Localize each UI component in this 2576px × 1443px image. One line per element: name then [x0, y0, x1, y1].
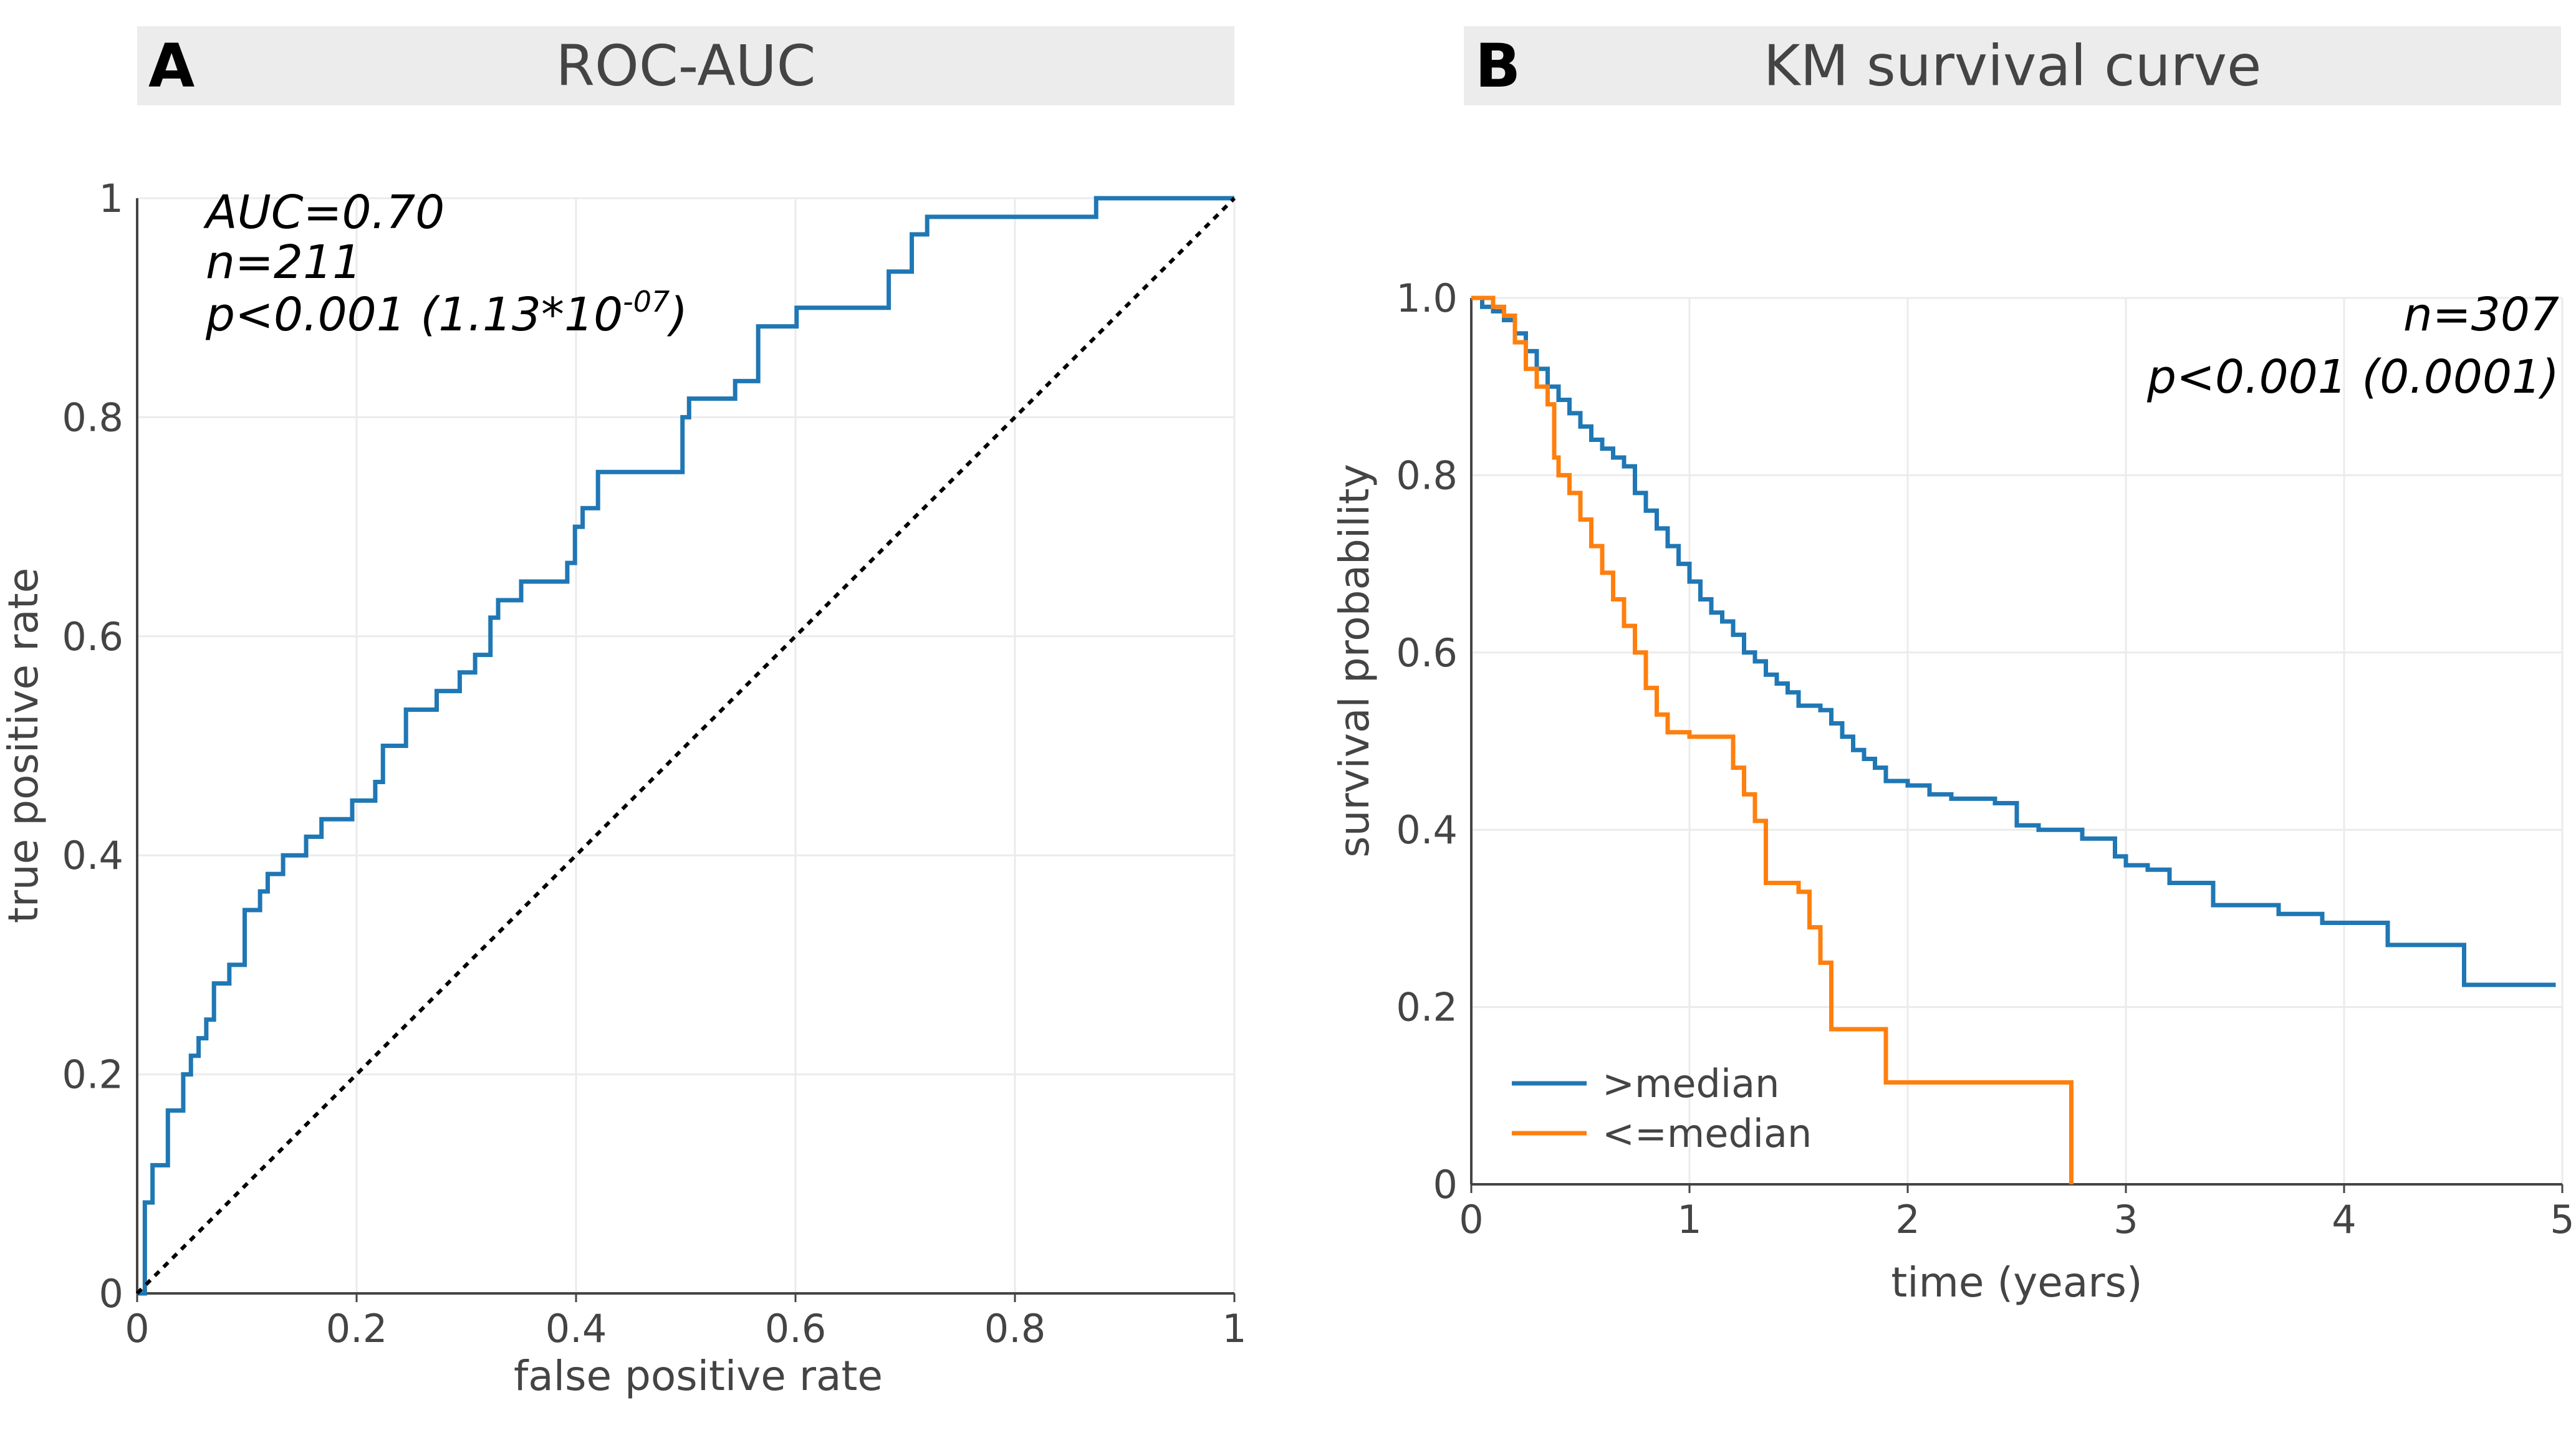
- roc-x-tick-label: 1: [1222, 1306, 1246, 1351]
- km-legend-label-below-median: <=median: [1602, 1111, 1812, 1156]
- km-y-tick-label: 0.4: [1396, 807, 1458, 853]
- km-annotation-n: n=307: [2403, 288, 2559, 342]
- roc-axes: [136, 198, 1234, 1295]
- km-y-tick-label: 0.2: [1396, 985, 1458, 1030]
- panel-b-letter: B: [1475, 31, 1521, 101]
- km-x-tick-label: 2: [1895, 1197, 1920, 1242]
- roc-x-tick-label: 0.2: [326, 1306, 388, 1351]
- roc-series: [135, 196, 1236, 1296]
- roc-annotation-auc: AUC=0.70: [203, 186, 445, 239]
- roc-ticks: 0 0.2 0.4 0.6 0.8 1 0 0.2 0.4 0.6 0.8 1: [62, 176, 1246, 1351]
- km-ticks: 0 1 2 3 4 5 0 0.2 0.4 0.6 0.8 1.0: [1396, 276, 2574, 1242]
- km-series-line-0: [1471, 295, 2556, 987]
- roc-y-tick-label: 0.8: [62, 395, 123, 440]
- km-x-tick-label: 4: [2332, 1197, 2356, 1242]
- panel-a-letter: A: [148, 31, 195, 101]
- km-x-tick-label: 1: [1677, 1197, 1701, 1242]
- roc-x-axis-title: false positive rate: [514, 1352, 883, 1400]
- roc-annotation-p-exponent: -07: [623, 285, 670, 319]
- roc-y-tick-label: 0.4: [62, 833, 123, 878]
- km-legend-label-above-median: >median: [1602, 1061, 1779, 1106]
- roc-series-line-1: [135, 196, 1236, 1295]
- panel-b-header: B KM survival curve: [1464, 26, 2561, 105]
- km-grid: [1471, 297, 2564, 1184]
- km-series-line-1: [1471, 295, 2074, 1184]
- roc-annotation-n: n=211: [206, 236, 362, 289]
- panel-a-header: A ROC-AUC: [137, 26, 1234, 105]
- roc-annotation-p: p<0.001 (1.13*10-07): [205, 285, 688, 342]
- roc-x-tick-label: 0: [125, 1306, 149, 1351]
- km-x-tick-label: 5: [2550, 1197, 2574, 1242]
- km-legend: >median <=median: [1512, 1061, 1812, 1156]
- roc-y-tick-label: 0.2: [62, 1052, 123, 1098]
- roc-y-tick-label: 0.6: [62, 614, 123, 659]
- panel-b-title: KM survival curve: [1763, 33, 2262, 98]
- km-x-axis-title: time (years): [1891, 1258, 2142, 1306]
- roc-y-axis-title: true positive rate: [0, 568, 47, 923]
- km-y-tick-label: 0: [1433, 1162, 1458, 1207]
- km-y-axis-title: survival probability: [1330, 464, 1378, 858]
- roc-annotation-p-main: p<0.001 (1.13*10: [205, 288, 623, 342]
- roc-annotation-p-close: ): [666, 288, 688, 342]
- roc-y-tick-label: 0: [99, 1271, 123, 1316]
- km-y-tick-label: 0.8: [1396, 453, 1458, 498]
- panel-a-title: ROC-AUC: [555, 33, 816, 98]
- km-axes: [1470, 298, 2562, 1186]
- km-x-tick-label: 3: [2113, 1197, 2138, 1242]
- km-y-tick-label: 0.6: [1396, 630, 1458, 676]
- km-y-tick-label: 1.0: [1396, 276, 1458, 321]
- roc-x-tick-label: 0.6: [765, 1306, 827, 1351]
- roc-series-line-0: [137, 196, 1234, 1296]
- roc-x-tick-label: 0.4: [545, 1306, 607, 1351]
- roc-x-tick-label: 0.8: [984, 1306, 1046, 1351]
- km-x-tick-label: 0: [1459, 1197, 1483, 1242]
- km-annotation-p: p<0.001 (0.0001): [2146, 350, 2559, 404]
- roc-y-tick-label: 1: [99, 176, 123, 221]
- km-series: [1471, 295, 2556, 1184]
